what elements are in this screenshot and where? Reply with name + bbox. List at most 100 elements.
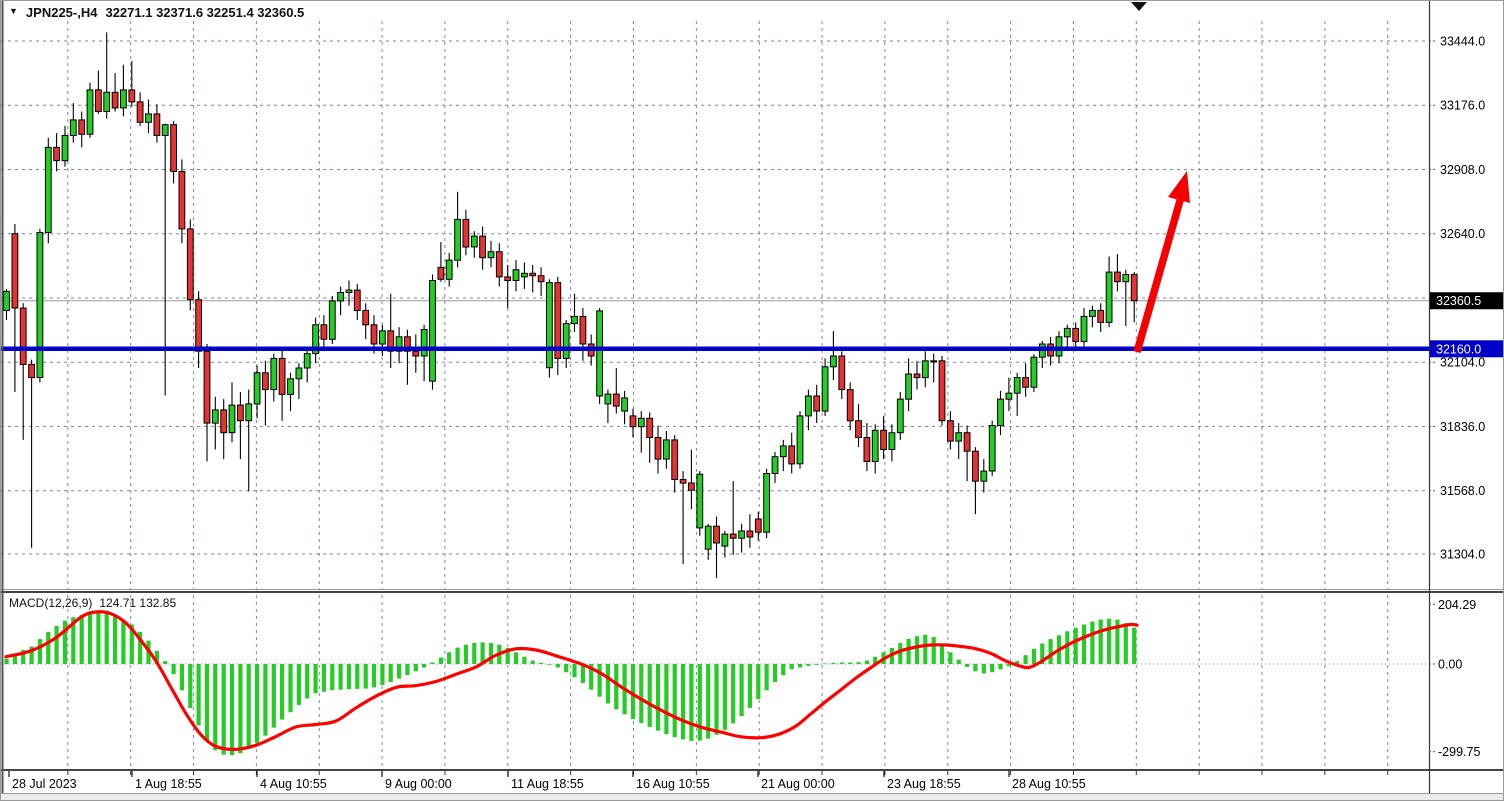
macd-bar [1023,655,1028,664]
macd-bar [756,664,761,700]
candle-body [420,329,428,357]
macd-bar [714,664,719,735]
macd-bar [956,659,961,664]
macd-bar [4,658,9,664]
candle-body [353,289,361,312]
macd-bar [530,660,535,664]
candle-body [963,432,971,452]
candle-body [938,360,946,422]
macd-signal-line [4,610,1139,752]
candle-body [404,336,411,352]
candle-body [921,360,929,379]
macd-bar [513,652,519,664]
hline-price-box-label: 32160.0 [1436,342,1481,356]
macd-bar [121,620,126,664]
candle-body [504,276,512,281]
panel-separator [1,591,1503,593]
macd-bar [246,664,251,749]
candle-body [111,91,119,109]
candle-body [1063,327,1071,338]
macd-bar [823,663,828,665]
candle-body [1089,309,1096,317]
macd-bar [630,664,636,719]
candle-body [788,445,796,465]
macd-bar [923,634,928,664]
price-axis-label: 31836.0 [1440,420,1485,434]
window-bottom-strip [1,793,1503,800]
macd-bar [848,662,853,664]
macd-bar [614,664,619,710]
time-axis-label: 4 Aug 10:55 [260,777,327,791]
candle-body [554,282,562,359]
macd-bar [505,647,510,664]
macd-bar [12,653,17,664]
macd-bar [965,664,970,667]
macd-bar [129,624,134,664]
macd-bar [647,664,652,727]
chart-shift-marker-icon [1131,2,1147,11]
candle-body [805,395,812,417]
macd-bar [655,664,661,731]
candle-body [779,445,787,458]
macd-bar [747,664,752,708]
symbol-dropdown-icon[interactable]: ▼ [9,6,18,16]
macd-bar [313,664,318,694]
candle-body [546,282,553,369]
candle-body [771,456,779,475]
macd-bar [229,664,235,756]
candle-body [746,530,754,538]
macd-bar [305,664,310,699]
candle-body [379,330,386,345]
macd-bar [564,664,569,673]
candle-body [646,417,654,438]
macd-bar [46,631,51,664]
macd-bar [555,664,560,668]
candle-body [930,360,938,363]
candle-body [1005,392,1013,400]
macd-axis-label: -299.75 [1438,745,1480,759]
candle-body [95,89,102,113]
macd-bar [271,664,276,728]
macd-bar [346,664,352,690]
macd-bar [764,664,769,691]
candle-body [713,525,720,544]
macd-axis-label: 204.29 [1438,598,1476,612]
candle-body [345,289,353,294]
candle-body [880,429,888,450]
macd-bar [171,664,176,675]
candle-body [412,350,420,357]
macd-bar [597,664,602,697]
macd-bar [96,612,101,664]
candle-body [1105,271,1113,323]
macd-bar [255,664,260,743]
candle-body [287,378,294,395]
current-price-box-label: 32360.5 [1436,294,1481,308]
candle-body [1055,336,1063,357]
macd-bar [672,664,677,738]
macd-bar [196,664,201,726]
candle-body [437,266,445,280]
macd-bar [864,660,869,664]
candle-body [462,218,470,248]
candle-body [44,146,52,233]
macd-bar [547,664,552,665]
macd-bar [1048,639,1053,664]
candle-body [821,366,829,412]
price-axis-label: 33176.0 [1440,99,1485,113]
candle-body [120,89,127,109]
macd-bar [1132,627,1137,664]
candle-body [537,275,545,283]
candle-body [947,420,954,442]
macd-bar [405,664,410,676]
time-axis-label: 11 Aug 18:55 [511,777,584,791]
macd-bar [363,664,368,689]
candle-body [721,533,729,547]
macd-bar [213,664,218,751]
time-axis-label: 28 Aug 10:55 [1012,777,1086,791]
macd-bar [722,664,727,730]
candle-body [320,324,328,340]
macd-bar [338,664,343,690]
time-axis-label: 28 Jul 2023 [12,777,77,791]
macd-bar [138,631,143,664]
